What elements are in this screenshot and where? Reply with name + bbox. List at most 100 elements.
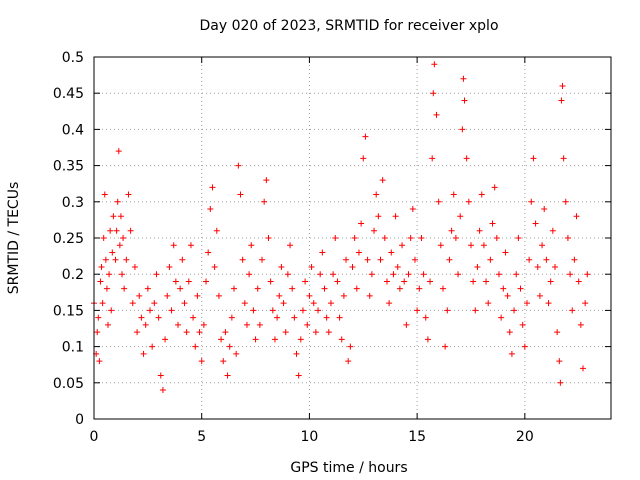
data-point [457, 213, 464, 220]
data-point [347, 343, 354, 350]
data-point [295, 372, 302, 379]
data-point [96, 358, 103, 365]
data-point [100, 235, 107, 241]
data-point [511, 307, 518, 314]
data-point [299, 307, 306, 314]
data-point [321, 285, 328, 292]
data-point [241, 300, 248, 307]
data-point [99, 300, 106, 307]
data-point [418, 235, 425, 241]
data-point [187, 242, 194, 249]
data-point [448, 227, 455, 234]
y-tick-label: 0.15 [53, 303, 84, 319]
y-tick-label: 0.35 [53, 159, 84, 175]
data-point [97, 278, 104, 285]
data-point [388, 249, 395, 256]
data-point [439, 285, 446, 292]
data-point [373, 191, 380, 198]
data-point [113, 227, 120, 234]
data-point [297, 336, 304, 343]
grid-layer [94, 57, 611, 419]
data-point [153, 271, 160, 278]
data-point [131, 263, 138, 270]
data-point [551, 263, 558, 270]
data-point [386, 300, 393, 307]
data-point [115, 148, 122, 155]
data-point [109, 249, 116, 256]
data-point [420, 271, 427, 278]
data-point [500, 285, 507, 292]
data-point [98, 263, 105, 270]
data-point [215, 292, 222, 299]
data-point [461, 97, 468, 104]
data-point [282, 329, 289, 336]
chart-title: Day 020 of 2023, SRMTID for receiver xpl… [199, 18, 498, 34]
data-point [149, 343, 156, 350]
data-point [519, 321, 526, 328]
data-point [396, 285, 403, 292]
y-tick-label: 0 [75, 412, 84, 428]
data-point [263, 177, 270, 184]
data-point [168, 307, 175, 314]
x-tick-labels: 0 5 10 15 20 [90, 429, 534, 445]
data-point [246, 271, 253, 278]
data-point [446, 256, 453, 263]
y-tick-label: 0.2 [62, 267, 84, 283]
data-point [427, 278, 434, 285]
data-point [433, 111, 440, 118]
data-point [179, 256, 186, 263]
data-marks [91, 61, 591, 394]
y-tick-label: 0.25 [53, 231, 84, 247]
data-point [467, 242, 474, 249]
data-point [106, 271, 113, 278]
y-tick-labels: 0 0.05 0.1 0.15 0.2 0.25 0.3 0.35 0.4 0.45 0.5 [53, 50, 84, 428]
data-point [105, 321, 112, 328]
data-point [564, 235, 571, 241]
y-tick-label: 0.05 [53, 376, 84, 392]
data-point [315, 307, 322, 314]
data-point [521, 343, 528, 350]
data-point [157, 372, 164, 379]
data-point [485, 300, 492, 307]
data-point [327, 300, 334, 307]
data-point [459, 126, 466, 133]
data-point [274, 314, 281, 321]
data-point [358, 220, 365, 227]
data-point [310, 300, 317, 307]
data-point [291, 314, 298, 321]
data-point [343, 256, 350, 263]
data-point [207, 206, 214, 213]
data-point [442, 343, 449, 350]
data-point [493, 235, 500, 241]
data-point [116, 242, 123, 249]
data-point [429, 155, 436, 162]
data-point [556, 358, 563, 365]
data-point [532, 220, 539, 227]
data-point [569, 307, 576, 314]
data-point [381, 235, 388, 241]
data-point [269, 307, 276, 314]
data-point [228, 314, 235, 321]
data-point [528, 198, 535, 205]
data-point [472, 307, 479, 314]
data-point [557, 379, 564, 386]
data-point [403, 321, 410, 328]
data-point [345, 358, 352, 365]
data-point [117, 213, 124, 220]
data-point [325, 329, 332, 336]
data-point [166, 263, 173, 270]
data-point [476, 227, 483, 234]
data-point [515, 235, 522, 241]
data-point [405, 271, 412, 278]
data-point [491, 184, 498, 191]
data-point [530, 155, 537, 162]
data-point [517, 285, 524, 292]
data-point [487, 256, 494, 263]
data-point [198, 358, 205, 365]
data-point [355, 249, 362, 256]
data-point [536, 292, 543, 299]
data-point [231, 285, 238, 292]
data-point [248, 242, 255, 249]
data-point [407, 235, 414, 241]
